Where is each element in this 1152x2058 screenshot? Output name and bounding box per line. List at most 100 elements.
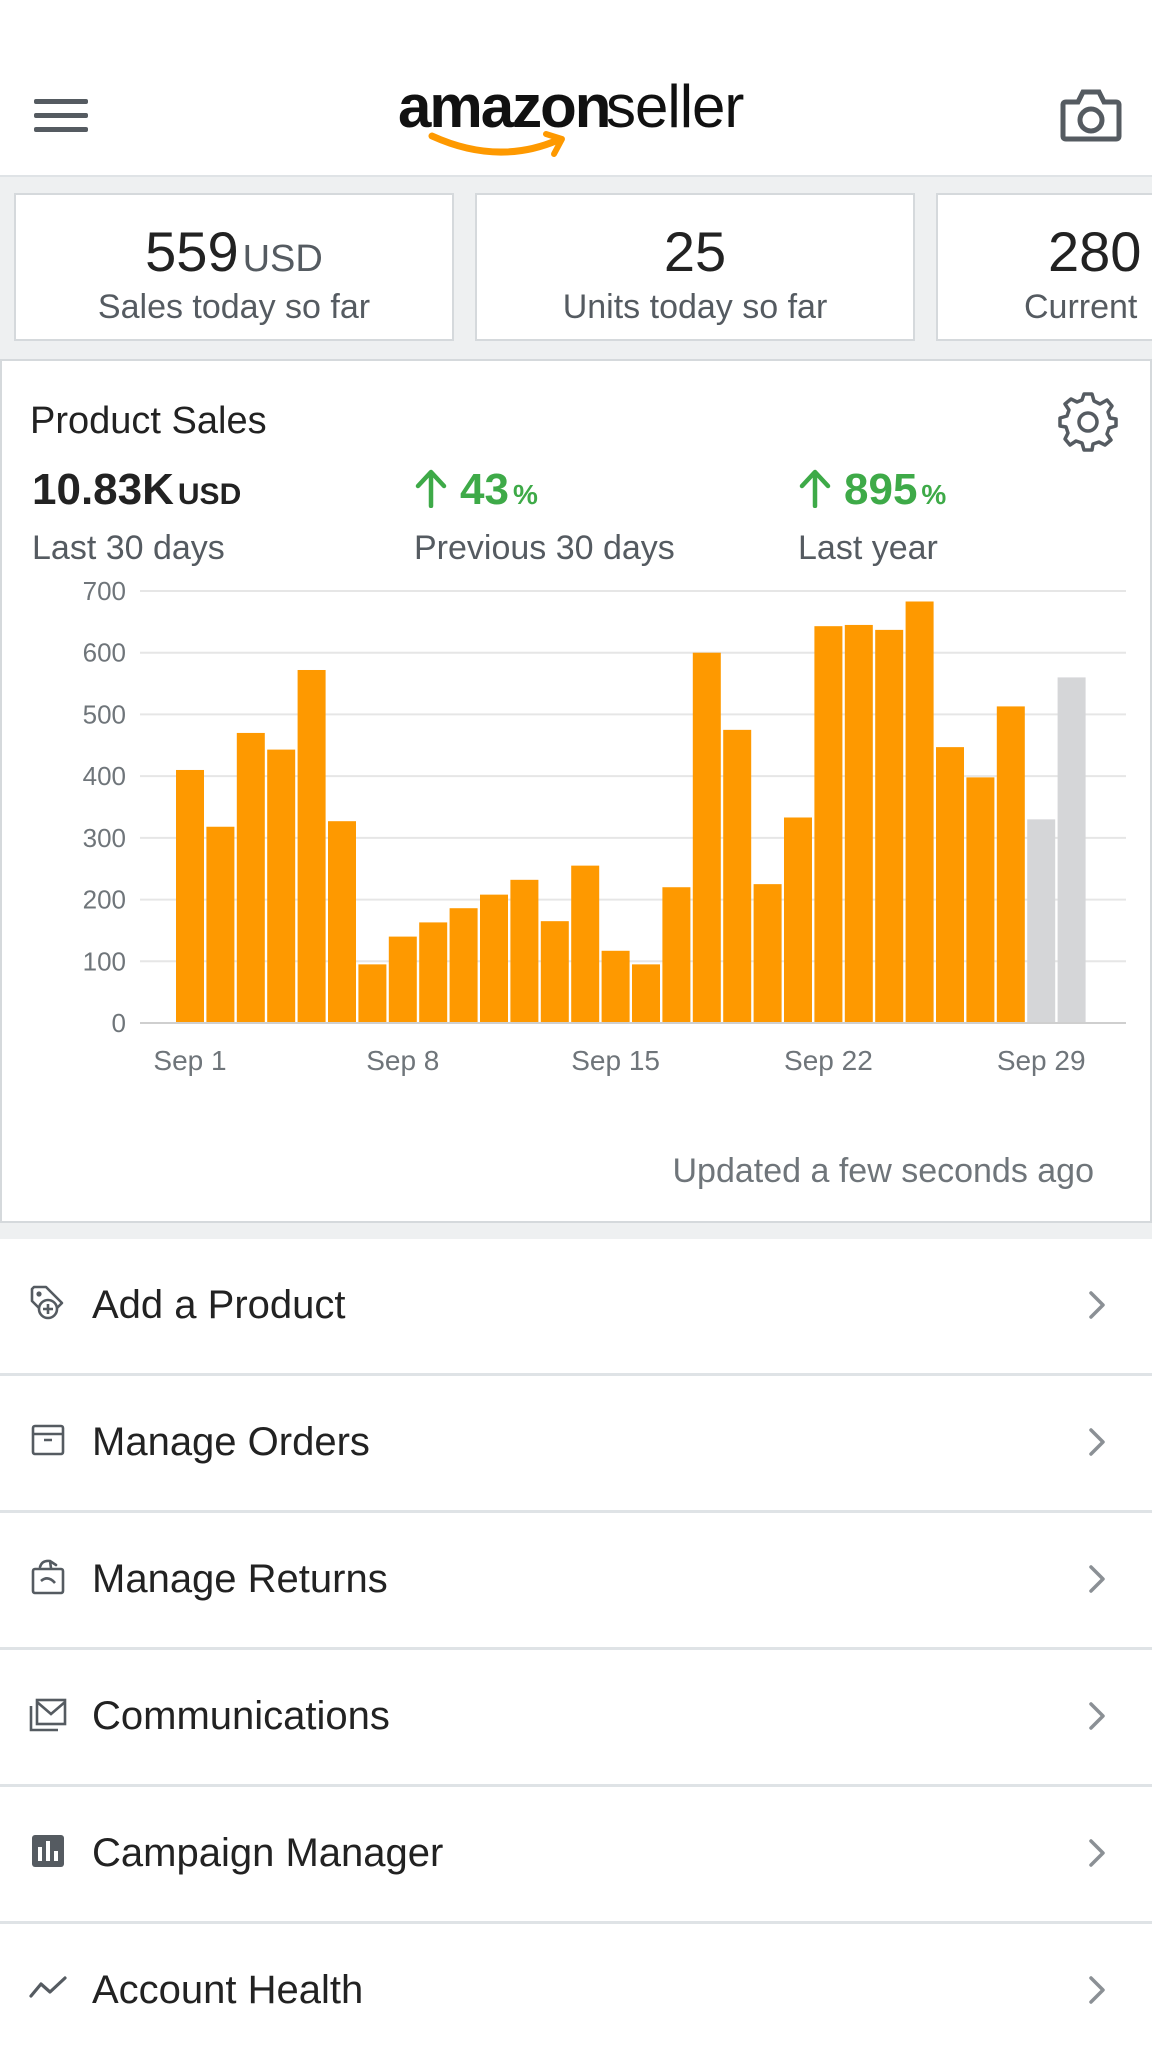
stat-label: Last 30 days (32, 529, 225, 567)
metric-value: 25 (663, 220, 727, 283)
menu-item-account-health[interactable]: Account Health (0, 1924, 1152, 2058)
x-tick-label: Sep 1 (153, 1045, 226, 1076)
menu-item-campaign-manager[interactable]: Campaign Manager (0, 1787, 1152, 1924)
metric-card-sales[interactable]: 559 USD Sales today so far (14, 193, 454, 341)
y-tick-label: 500 (83, 699, 126, 729)
chart-bar (814, 626, 843, 1023)
stat-unit: % (512, 479, 538, 510)
chevron-right-icon (1089, 1976, 1105, 2004)
metric-card-units[interactable]: 25 Units today so far (475, 193, 915, 341)
x-tick-label: Sep 22 (784, 1045, 873, 1076)
menu-item-manage-returns[interactable]: Manage Returns (0, 1513, 1152, 1650)
stat-last-year: 895% Last year (798, 465, 946, 568)
chart-bar (540, 921, 569, 1023)
chart-bar (662, 887, 691, 1023)
chevron-right-icon (1089, 1291, 1105, 1319)
gear-icon[interactable] (1056, 390, 1120, 454)
menu-item-label: Communications (92, 1694, 390, 1738)
chart-bar (753, 884, 782, 1023)
menu-item-label: Manage Orders (92, 1420, 370, 1464)
y-tick-label: 300 (83, 823, 126, 853)
chart-bar (236, 732, 265, 1023)
stat-value: 10.83K USD (32, 465, 242, 514)
metric-value: 559 USD (145, 220, 323, 283)
section-divider (0, 1223, 1152, 1239)
menu-item-manage-orders[interactable]: Manage Orders (0, 1376, 1152, 1513)
chart-bar (844, 624, 873, 1023)
chart-bar (328, 821, 356, 1023)
seller-menu-list: Add a Product Manage Orders Manage Retur… (0, 1239, 1152, 2058)
chart-bar (692, 652, 721, 1023)
up-arrow-icon (799, 469, 831, 508)
chevron-right-icon (1089, 1428, 1105, 1456)
chart-bar (267, 749, 296, 1023)
updated-timestamp: Updated a few seconds ago (672, 1152, 1094, 1190)
chevron-right-icon (1089, 1839, 1105, 1867)
menu-item-communications[interactable]: Communications (0, 1650, 1152, 1787)
metric-label: Current (1024, 288, 1138, 326)
metric-label: Sales today so far (97, 288, 371, 326)
y-tick-label: 200 (83, 885, 126, 915)
chart-bar (1027, 819, 1056, 1023)
metric-label: Units today so far (562, 288, 828, 326)
chart-bar (632, 964, 660, 1023)
menu-item-label: Add a Product (92, 1283, 346, 1327)
chart-bar (449, 908, 478, 1023)
menu-item-label: Account Health (92, 1968, 364, 2012)
bar-chart-icon (32, 1835, 64, 1867)
logo-amazon-text: amazon (398, 73, 611, 140)
card-title: Product Sales (30, 400, 267, 442)
camera-icon[interactable] (1060, 88, 1122, 142)
mail-icon (29, 1698, 67, 1732)
box-icon (31, 1424, 65, 1456)
tag-plus-icon (30, 1285, 64, 1320)
y-tick-label: 400 (83, 761, 126, 791)
app-header: amazon seller (0, 0, 1152, 177)
chart-bar (966, 777, 995, 1023)
chevron-right-icon (1089, 1702, 1105, 1730)
return-box-icon (31, 1559, 65, 1595)
x-tick-label: Sep 15 (571, 1045, 660, 1076)
chevron-right-icon (1089, 1565, 1105, 1593)
stat-value: 895% (798, 465, 946, 520)
y-tick-label: 0 (112, 1008, 126, 1038)
chart-bar (480, 894, 508, 1023)
stat-value: 43% (414, 465, 675, 520)
chart-bar (510, 879, 539, 1023)
menu-item-add-product[interactable]: Add a Product (0, 1239, 1152, 1376)
menu-item-label: Campaign Manager (92, 1831, 444, 1875)
chart-bar (206, 826, 235, 1023)
logo-seller-text: seller (606, 73, 744, 140)
stat-label: Previous 30 days (414, 529, 675, 567)
stat-last-30-days: 10.83K USD Last 30 days (32, 465, 241, 568)
up-arrow-icon (415, 469, 447, 508)
chart-bar (388, 936, 417, 1023)
x-tick-label: Sep 29 (997, 1045, 1086, 1076)
chart-bar (297, 669, 326, 1023)
chart-bar (936, 747, 964, 1023)
chart-bar (601, 950, 630, 1023)
chart-bar (1057, 677, 1086, 1023)
chart-bar (419, 922, 448, 1023)
product-sales-card[interactable]: Product Sales 10.83K USD Last 30 days 43%… (0, 359, 1152, 1223)
hamburger-menu-icon[interactable] (34, 95, 90, 137)
y-tick-label: 100 (83, 946, 126, 976)
chart-bar (176, 769, 204, 1023)
amazon-smile-icon (428, 131, 565, 157)
x-tick-label: Sep 8 (366, 1045, 439, 1076)
chart-bar (996, 706, 1025, 1023)
chart-bar (905, 601, 934, 1023)
stat-unit: USD (177, 478, 242, 511)
y-tick-label: 700 (83, 581, 126, 606)
menu-item-label: Manage Returns (92, 1557, 388, 1601)
sales-bar-chart: 0 100 200 300 400 500 600 700 Sep 1 Sep 8 Sep 15 Se… (83, 581, 1126, 1076)
amazon-seller-logo: amazon seller (398, 72, 758, 162)
metric-value: 280 (1048, 220, 1142, 283)
chart-bar (784, 817, 812, 1023)
y-tick-label: 600 (83, 638, 126, 668)
stat-label: Last year (798, 529, 938, 567)
chart-bar (358, 964, 387, 1023)
metric-card-current[interactable]: 280 Current (936, 193, 1152, 341)
chart-bar (571, 865, 600, 1023)
metric-unit: USD (242, 238, 323, 280)
